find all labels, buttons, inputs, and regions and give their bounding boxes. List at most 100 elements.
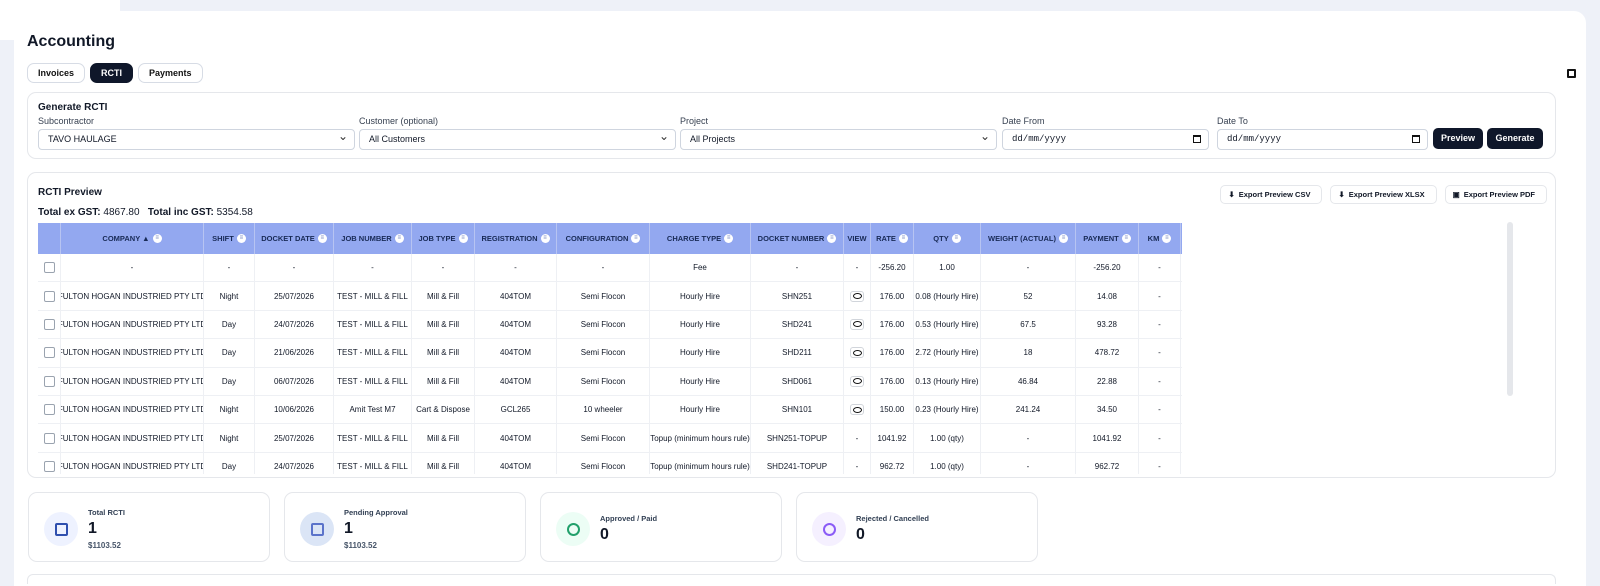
calendar-icon[interactable] <box>1412 135 1420 143</box>
column-header[interactable]: RATE ≡ <box>871 223 914 254</box>
customer-select[interactable]: All Customers <box>359 127 676 150</box>
table-cell: 0.53 (Hourly Hire) <box>914 310 981 339</box>
export-pdf-button[interactable]: ▣ Export Preview PDF <box>1444 185 1547 204</box>
table-cell: 962.72 <box>871 452 914 474</box>
table-cell: SHD061 <box>751 367 844 395</box>
table-row: FULTON HOGAN INDUSTRIED PTY LTD Day 21/06/… <box>38 339 1182 368</box>
table-cell: - <box>981 452 1076 474</box>
row-checkbox[interactable] <box>43 318 55 330</box>
table-cell: Night <box>204 395 255 424</box>
row-checkbox[interactable] <box>43 262 55 274</box>
table-cell: 67.5 <box>981 310 1076 339</box>
column-header[interactable]: JOB NUMBER ≡ <box>334 223 412 254</box>
preview-button[interactable]: Preview <box>1433 128 1483 149</box>
row-select-cell <box>38 254 61 282</box>
column-header[interactable]: PAYMENT ≡ <box>1076 223 1139 254</box>
table-cell: 24/07/2026 <box>255 452 334 474</box>
table-cell: 176.00 <box>871 339 914 367</box>
table-cell <box>844 310 871 339</box>
total-ex-label: Total ex GST: <box>38 207 101 218</box>
export-xlsx-button[interactable]: ⬇ Export Preview XLSX <box>1330 185 1437 204</box>
table-cell: SHN101 <box>751 395 844 424</box>
column-header[interactable]: COMPANY ▲ ≡ <box>61 223 204 254</box>
row-checkbox[interactable] <box>43 460 55 472</box>
column-menu-icon[interactable]: ≡ <box>724 234 734 243</box>
column-menu-icon[interactable]: ≡ <box>827 234 837 243</box>
column-menu-icon[interactable]: ≡ <box>898 234 908 243</box>
row-select-cell <box>38 367 61 395</box>
column-menu-icon[interactable]: ≡ <box>1121 234 1131 243</box>
column-header[interactable]: SHIFT ≡ <box>204 223 255 254</box>
column-menu-icon[interactable]: ≡ <box>317 234 327 243</box>
column-header[interactable]: JOB TYPE ≡ <box>412 223 475 254</box>
column-menu-icon[interactable]: ≡ <box>394 234 404 243</box>
column-header[interactable]: QTY ≡ <box>914 223 981 254</box>
table-cell: 18 <box>981 339 1076 367</box>
view-eye-icon[interactable] <box>850 375 864 387</box>
project-select[interactable]: All Projects <box>680 127 997 150</box>
table-cell: 176.00 <box>871 282 914 310</box>
column-header[interactable]: WEIGHT (ACTUAL) ≡ <box>981 223 1076 254</box>
column-header[interactable]: KM ≡ <box>1139 223 1181 254</box>
row-checkbox[interactable] <box>43 375 55 387</box>
column-header[interactable]: REGISTRATION ≡ <box>475 223 557 254</box>
column-header[interactable]: DOCKET NUMBER ≡ <box>751 223 844 254</box>
view-eye-icon[interactable] <box>850 290 864 302</box>
table-cell: TEST - MILL & FILL <box>334 310 412 339</box>
table-cell: Mill & Fill <box>412 367 475 395</box>
table-cell: - <box>412 254 475 282</box>
column-menu-icon[interactable]: ≡ <box>1058 234 1068 243</box>
column-menu-icon[interactable]: ≡ <box>540 234 550 243</box>
table-cell: - <box>981 424 1076 452</box>
subcontractor-field: Subcontractor TAVO HAULAGE <box>38 116 355 150</box>
date-from-input[interactable]: dd/mm/yyyy <box>1002 129 1209 150</box>
column-header-label: JOB NUMBER <box>341 234 392 243</box>
date-to-input[interactable]: dd/mm/yyyy <box>1217 129 1428 150</box>
tab-payments[interactable]: Payments <box>138 63 203 83</box>
export-csv-button[interactable]: ⬇ Export Preview CSV <box>1220 185 1323 204</box>
column-header[interactable]: VIEW <box>844 223 871 254</box>
view-eye-icon[interactable] <box>850 347 864 359</box>
row-checkbox[interactable] <box>43 432 55 444</box>
row-checkbox[interactable] <box>43 290 55 302</box>
table-cell <box>844 282 871 310</box>
table-cell: Hourly Hire <box>650 367 751 395</box>
table-scrollbar[interactable] <box>1507 222 1513 396</box>
table-cell: 404TOM <box>475 310 557 339</box>
table-cell: Day <box>204 367 255 395</box>
tab-rcti[interactable]: RCTI <box>90 63 134 83</box>
table-cell: 52 <box>981 282 1076 310</box>
row-select-cell <box>38 452 61 474</box>
column-menu-icon[interactable]: ≡ <box>236 234 246 243</box>
column-header[interactable]: CHARGE TYPE ≡ <box>650 223 751 254</box>
column-menu-icon[interactable]: ≡ <box>631 234 641 243</box>
note-icon[interactable] <box>1567 69 1576 78</box>
subcontractor-select[interactable]: TAVO HAULAGE <box>38 127 355 150</box>
totals-line: Total ex GST: 4867.80 Total inc GST: 535… <box>38 207 253 218</box>
table-cell <box>844 367 871 395</box>
row-checkbox[interactable] <box>43 404 55 416</box>
summary-card: Rejected / Cancelled 0 <box>796 492 1038 562</box>
table-cell: TEST - MILL & FILL <box>334 452 412 474</box>
table-cell: - <box>844 424 871 452</box>
table-cell: 404TOM <box>475 367 557 395</box>
calendar-icon[interactable] <box>1193 135 1201 143</box>
tab-invoices[interactable]: Invoices <box>27 63 86 83</box>
view-eye-icon[interactable] <box>850 318 864 330</box>
view-eye-icon[interactable] <box>850 404 864 416</box>
clipboard-icon <box>44 512 78 546</box>
column-header[interactable]: DOCKET DATE ≡ <box>255 223 334 254</box>
column-menu-icon[interactable]: ≡ <box>951 234 961 243</box>
column-menu-icon[interactable]: ≡ <box>458 234 468 243</box>
column-menu-icon[interactable]: ≡ <box>152 234 162 243</box>
table-cell: 25/07/2026 <box>255 424 334 452</box>
table-cell: 21/06/2026 <box>255 339 334 367</box>
column-header[interactable]: CONFIGURATION ≡ <box>557 223 650 254</box>
column-menu-icon[interactable]: ≡ <box>1162 234 1172 243</box>
table-cell: Semi Flocon <box>557 424 650 452</box>
row-checkbox[interactable] <box>43 347 55 359</box>
table-cell <box>844 395 871 424</box>
generate-button[interactable]: Generate <box>1487 128 1543 149</box>
date-to-label: Date To <box>1217 116 1248 126</box>
project-field: Project All Projects <box>680 116 997 150</box>
